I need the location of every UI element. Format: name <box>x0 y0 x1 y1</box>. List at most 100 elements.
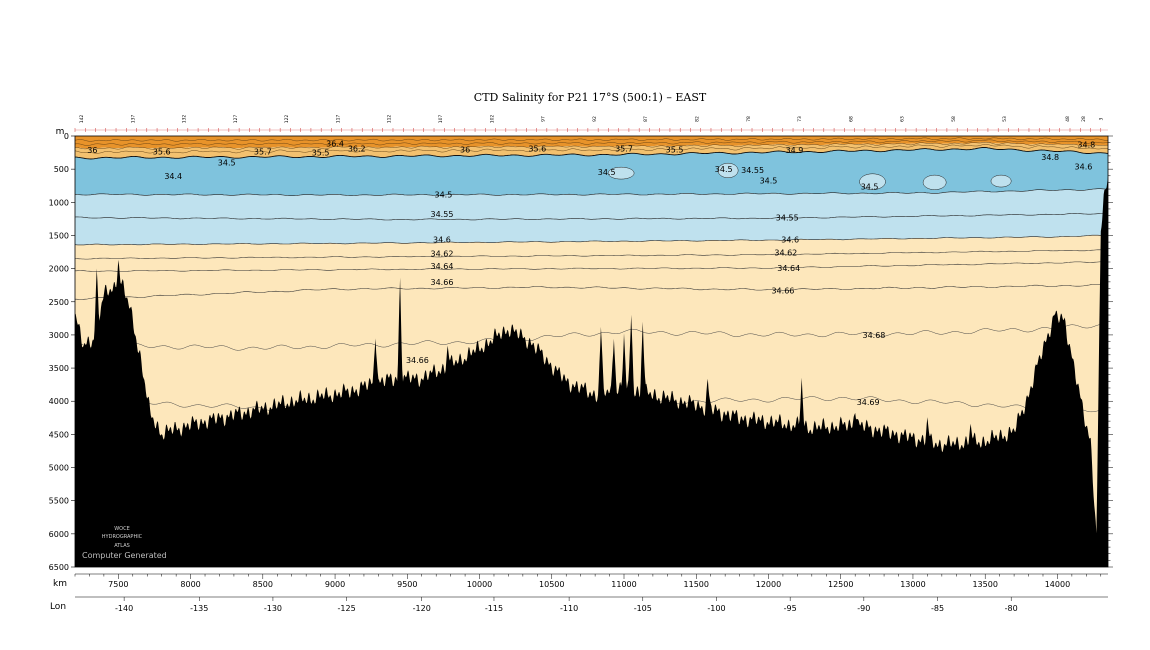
surface-high-salinity-band <box>75 136 1108 149</box>
contour-labels: 36.4 36 35.6 35.7 35.5 36.2 36 35.6 35.7 35.5 34.9… <box>87 139 1095 407</box>
station-label: 53 <box>1002 116 1008 122</box>
lon-tick-label: -115 <box>485 604 503 613</box>
watermark-line-1: WOCE <box>114 526 130 532</box>
lon-tick-label: -95 <box>784 604 797 613</box>
km-tick-label: 14000 <box>1045 580 1070 589</box>
y-tick-label: 4000 <box>49 397 69 406</box>
contour-label: 34.5 <box>598 168 616 177</box>
salinity-contour-lines <box>75 137 1108 415</box>
y-axis-label: m <box>56 127 65 137</box>
station-label: 132 <box>182 115 188 124</box>
km-tick-label: 13500 <box>972 580 997 589</box>
watermark-line-3: ATLAS <box>114 543 130 549</box>
km-tick-label: 9000 <box>325 580 345 589</box>
contour-thermocline <box>75 147 1108 160</box>
contour-label: 34.5 <box>760 176 778 185</box>
contour-label: 34.8 <box>1077 141 1095 150</box>
contour-label: 34.8 <box>1041 153 1059 162</box>
km-tick-label: 7500 <box>108 580 128 589</box>
station-label: 68 <box>848 116 854 122</box>
station-label: 73 <box>797 116 803 122</box>
station-label: 142 <box>79 115 85 124</box>
km-tick-label: 12500 <box>828 580 853 589</box>
contour-34.55 <box>75 213 1108 221</box>
contour-label: 35.6 <box>528 145 546 154</box>
surface-contour-2 <box>75 141 1108 150</box>
station-label: 122 <box>284 115 290 124</box>
contour-label: 34.66 <box>431 278 454 287</box>
chart-title: CTD Salinity for P21 17°S (500:1) – EAST <box>474 91 707 104</box>
contour-34.68 <box>75 324 1108 351</box>
contour-label: 34.66 <box>771 286 794 295</box>
surface-transition-band <box>75 142 1108 159</box>
station-label: 137 <box>130 115 136 124</box>
km-tick-label: 11000 <box>611 580 636 589</box>
lon-tick-label: -110 <box>560 604 578 613</box>
lon-tick-label: -105 <box>634 604 652 613</box>
contour-34.6 <box>75 234 1108 246</box>
fresh-core-patch-2 <box>859 173 886 190</box>
y-tick-label: 3500 <box>49 364 69 373</box>
station-label: 3 <box>1098 117 1104 120</box>
contour-label: 34.5 <box>218 159 236 168</box>
contour-label: 34.6 <box>781 235 799 244</box>
contour-label: 36.2 <box>348 145 366 154</box>
station-label: 92 <box>592 116 598 122</box>
contour-label: 35.5 <box>312 149 330 158</box>
contour-34.66 <box>75 284 1108 300</box>
y-tick-label: 5500 <box>49 497 69 506</box>
seafloor <box>75 176 1108 567</box>
contour-34.62 <box>75 249 1108 260</box>
station-label: 48 <box>1065 116 1071 122</box>
station-label: 102 <box>489 115 495 124</box>
lon-tick-label: -130 <box>264 604 282 613</box>
contour-34.5 <box>75 188 1108 196</box>
station-label: 82 <box>694 116 700 122</box>
contour-label: 34.5 <box>715 165 733 174</box>
y-tick-label: 2000 <box>49 265 69 274</box>
y-tick-label: 1000 <box>49 198 69 207</box>
km-tick-label: 10500 <box>539 580 564 589</box>
contour-label: 34.6 <box>433 235 451 244</box>
station-label: 112 <box>387 115 393 124</box>
surface-contour-3 <box>75 144 1108 154</box>
surface-contour-1 <box>75 139 1108 146</box>
contour-label: 36 <box>460 145 470 154</box>
watermark-line-2: HYDROGRAPHIC <box>102 534 143 540</box>
contour-label: 35.6 <box>153 147 171 156</box>
contour-label: 34.6 <box>1075 163 1093 172</box>
km-tick-label: 8500 <box>253 580 273 589</box>
y-tick-label: 6000 <box>49 530 69 539</box>
station-label: 97 <box>541 116 547 122</box>
station-label: 87 <box>643 116 649 122</box>
fresh-core-patch-0 <box>607 166 635 180</box>
km-tick-label: 12000 <box>756 580 781 589</box>
contour-label: 34.9 <box>786 146 804 155</box>
contour-34.64 <box>75 261 1108 272</box>
lon-tick-label: -120 <box>413 604 431 613</box>
x-axis-label: km <box>53 579 67 589</box>
axes: 0 500 1000 1500 2000 2500 3000 3500 4000 4500 5000… <box>49 115 1113 613</box>
station-label: 63 <box>900 116 906 122</box>
y-tick-label: 5000 <box>49 464 69 473</box>
contour-label: 35.7 <box>615 145 633 154</box>
km-tick-label: 13000 <box>900 580 925 589</box>
station-label: 127 <box>233 115 239 124</box>
plot-frame <box>74 135 1109 568</box>
contour-label: 35.7 <box>254 147 272 156</box>
y-tick-label: 1500 <box>49 231 69 240</box>
contour-label: 34.64 <box>777 264 800 273</box>
y-tick-label: 3000 <box>49 331 69 340</box>
km-tick-label: 10000 <box>467 580 492 589</box>
lon-tick-label: -140 <box>115 604 133 613</box>
station-label: 107 <box>438 115 444 124</box>
fresh-core-patch-1 <box>717 162 739 179</box>
contour-label: 34.66 <box>406 356 429 365</box>
fresh-core-patch-3 <box>922 174 947 190</box>
contour-label: 36.4 <box>326 139 344 148</box>
contour-label: 34.5 <box>435 190 453 199</box>
intermediate-fresh-core-band <box>75 147 1108 196</box>
contour-label: 34.4 <box>164 172 182 181</box>
km-tick-label: 9500 <box>397 580 417 589</box>
